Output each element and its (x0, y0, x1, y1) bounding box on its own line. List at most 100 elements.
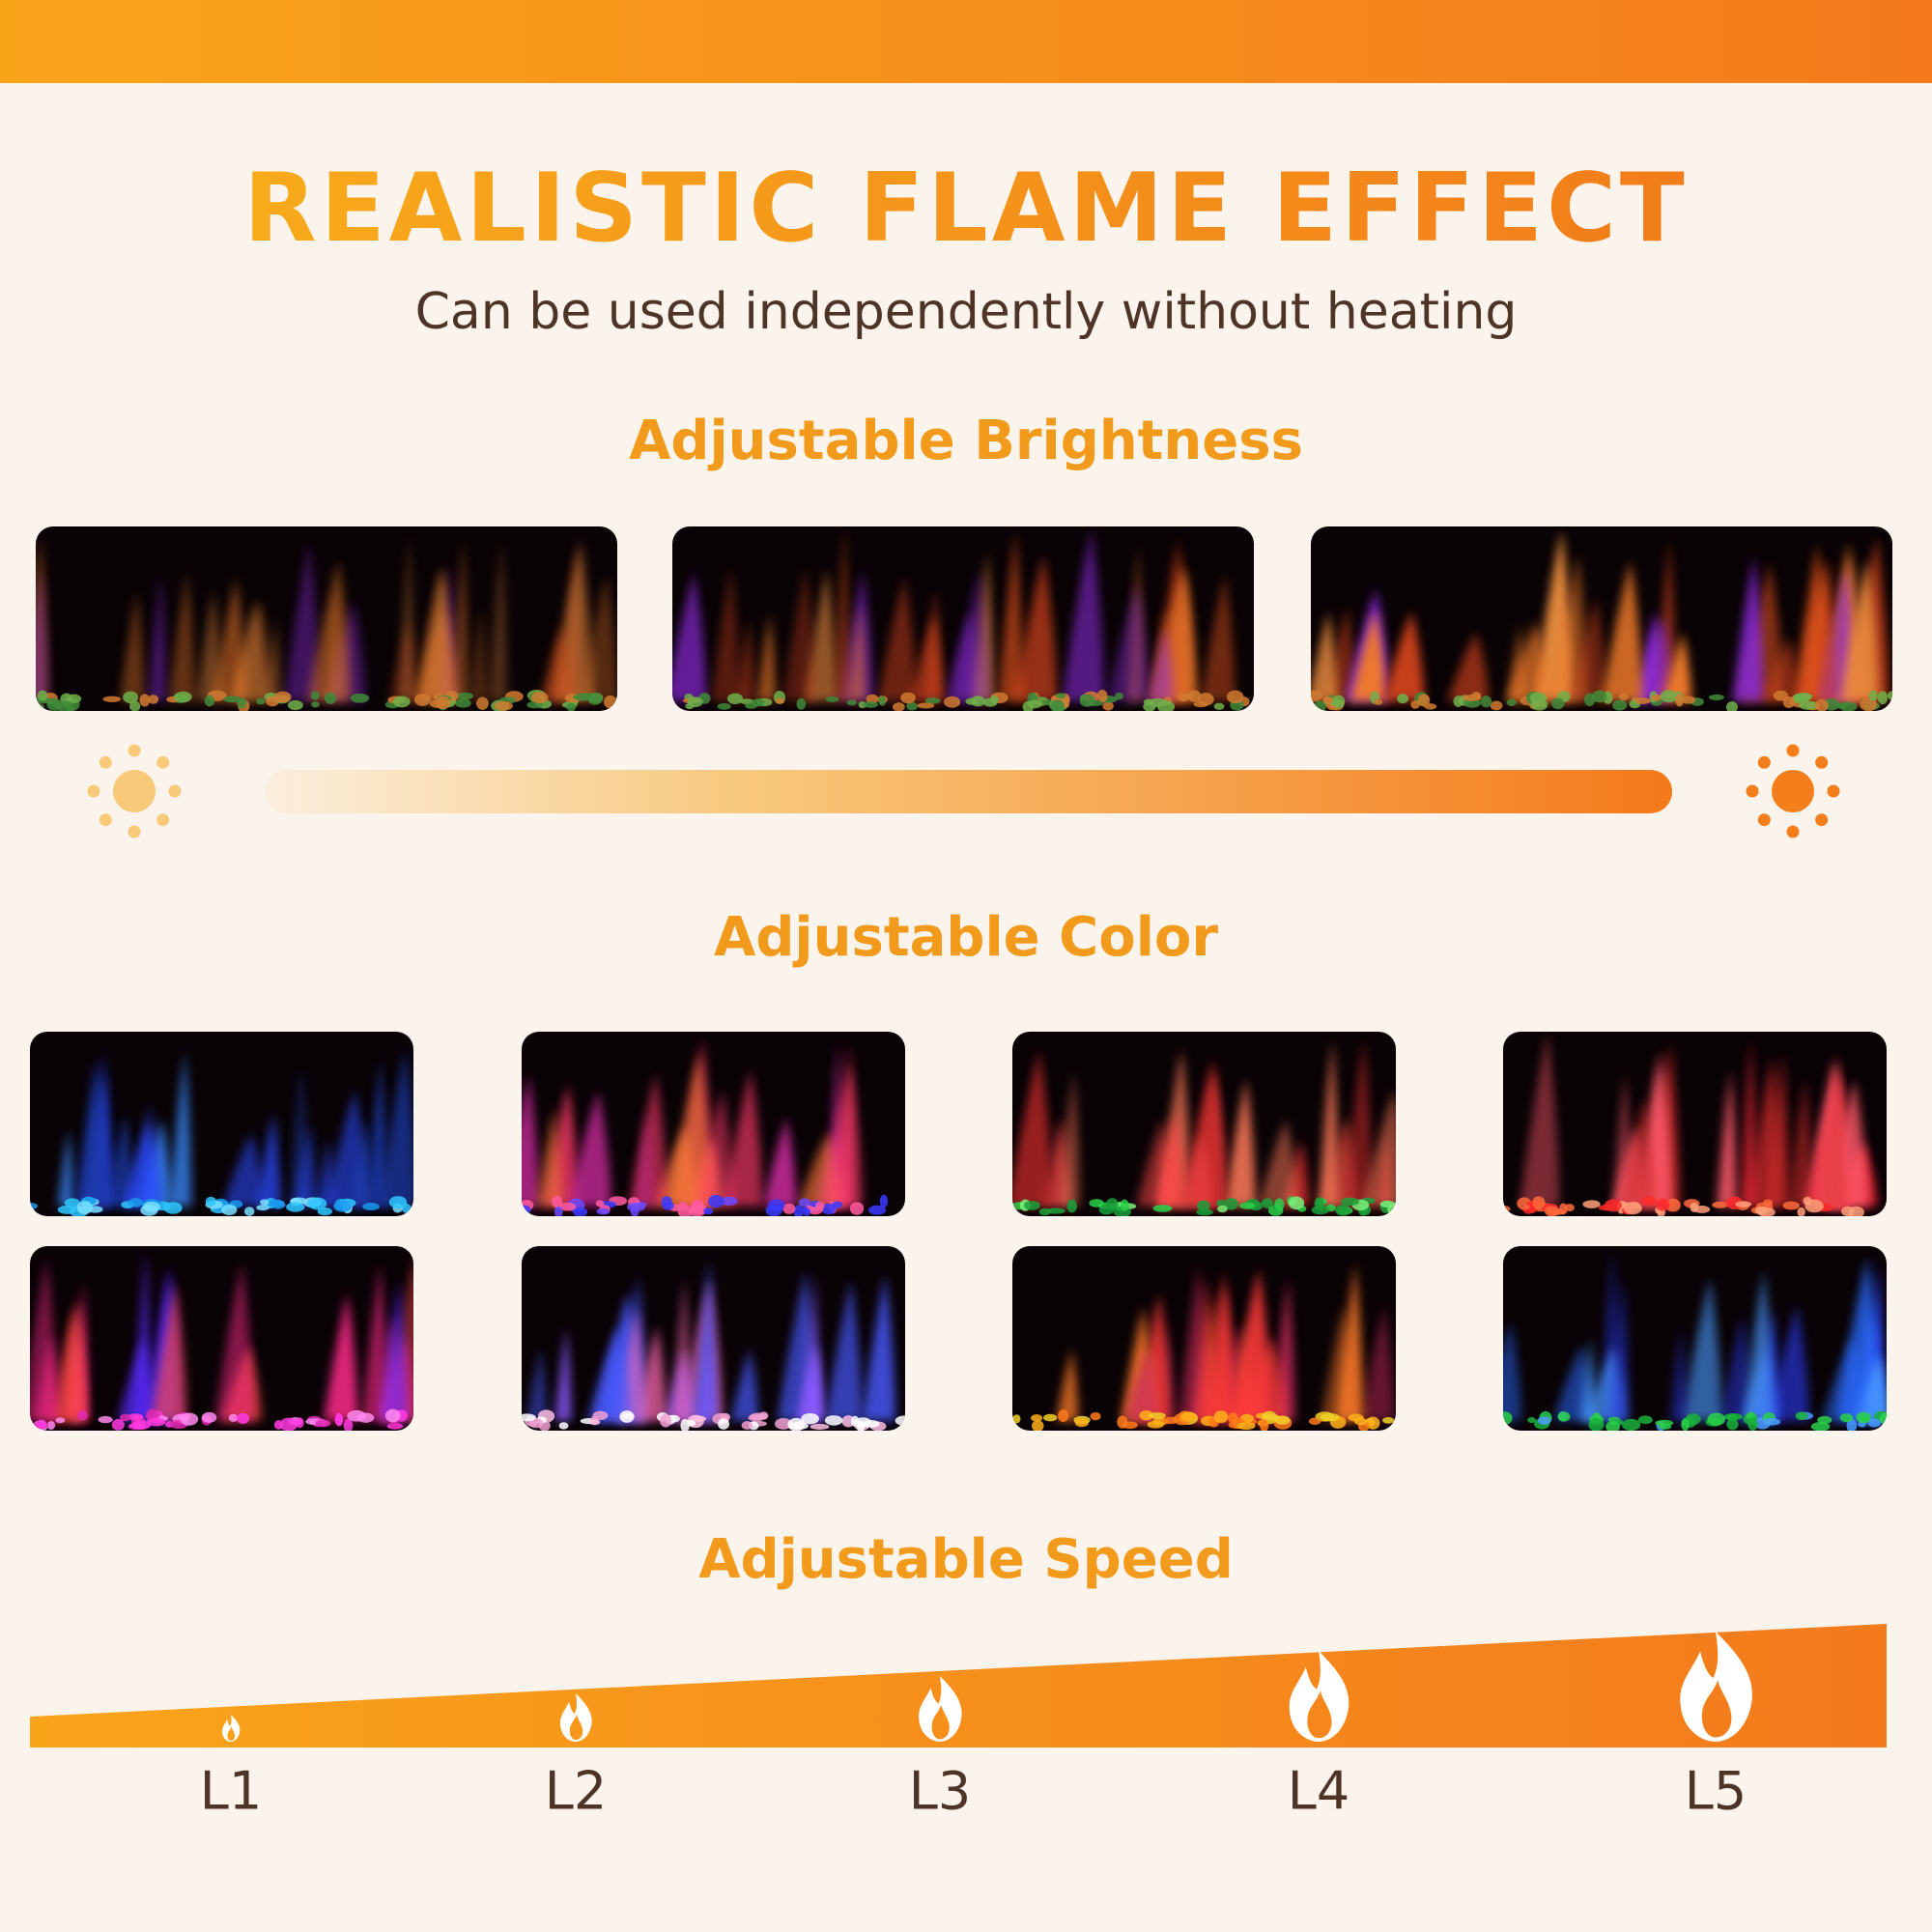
pebble (311, 701, 320, 708)
flame-icon (559, 1693, 592, 1742)
pebble (1621, 1418, 1641, 1431)
sun-ray (1786, 825, 1800, 838)
pebble (768, 1199, 785, 1211)
flame (1821, 1334, 1866, 1421)
pebble (315, 1419, 331, 1428)
pebble (1847, 1206, 1864, 1216)
pebble (821, 1203, 837, 1215)
flame (1318, 1038, 1339, 1207)
section-heading: Adjustable Brightness (629, 410, 1303, 472)
pebble (832, 1201, 842, 1208)
flame (862, 1273, 895, 1421)
pebble (1311, 1205, 1329, 1215)
pebble (1685, 1413, 1701, 1425)
pebble (1308, 1417, 1321, 1426)
sun-ray (99, 755, 112, 769)
flame (379, 1280, 408, 1421)
flame (1200, 573, 1236, 701)
pebble (815, 1201, 825, 1210)
pebble (1544, 1206, 1560, 1216)
flame (1311, 611, 1338, 701)
flame (351, 1118, 372, 1207)
pebble (1517, 1197, 1532, 1210)
pebble (924, 696, 941, 704)
pebble (1655, 1419, 1674, 1427)
pebble (128, 1198, 143, 1208)
sun-ray (128, 825, 141, 838)
pebble (1708, 694, 1724, 700)
pebble (1096, 689, 1108, 703)
flame-image (522, 1246, 905, 1431)
pebble (1417, 694, 1431, 707)
pebble (824, 1415, 843, 1426)
flame (256, 1112, 281, 1207)
pebble (46, 698, 64, 711)
sun-ray (156, 755, 170, 769)
pebble (1860, 697, 1878, 711)
flame (413, 610, 458, 701)
pebble (1712, 1201, 1728, 1208)
pebble (1681, 696, 1696, 704)
pebble (296, 1417, 304, 1429)
flame (1447, 632, 1489, 701)
pebble (793, 1205, 804, 1216)
pebble (717, 702, 731, 710)
flame-icon (1680, 1632, 1752, 1742)
flame (1743, 1269, 1774, 1421)
pebble (1725, 700, 1738, 711)
pebble (1681, 1418, 1690, 1431)
sun-ray (1815, 813, 1829, 827)
flame (1062, 527, 1104, 701)
flame (1382, 611, 1425, 701)
pebble (677, 1205, 693, 1216)
pebble (867, 1205, 887, 1215)
sun-ray (1815, 755, 1829, 769)
pebble (1557, 1411, 1571, 1422)
flame (196, 589, 221, 701)
pebble (846, 699, 857, 706)
flame-image (36, 526, 617, 711)
pebble (1379, 1200, 1396, 1208)
speed-bar (30, 1624, 1887, 1747)
flame (105, 1114, 134, 1207)
flame (168, 571, 195, 701)
pebble (129, 700, 141, 711)
speed-level-label: L3 (909, 1761, 971, 1822)
pebble (98, 1415, 113, 1424)
flame-image (1012, 1032, 1396, 1216)
pebble (782, 1203, 796, 1214)
flame (1740, 1038, 1756, 1207)
pebble (1224, 1198, 1238, 1210)
sun-ray (156, 813, 170, 827)
flame-image (1503, 1246, 1887, 1431)
flame (222, 1132, 265, 1207)
flame (833, 526, 850, 701)
pebble (1177, 693, 1190, 702)
pebble (204, 695, 215, 707)
pebble (228, 1413, 239, 1422)
flame (1350, 611, 1386, 701)
pebble (1050, 699, 1065, 711)
pebble (1814, 698, 1829, 711)
pebble (1105, 1198, 1119, 1210)
pebble (1147, 1420, 1164, 1429)
pebble (587, 693, 603, 705)
pebble (1656, 1198, 1670, 1211)
flame (120, 591, 145, 701)
pebble (236, 1412, 250, 1424)
pebble (1707, 1412, 1726, 1426)
pebble (307, 1197, 327, 1210)
pebble (688, 1206, 706, 1216)
flame (952, 568, 990, 701)
pebble (1027, 699, 1042, 709)
flame (1839, 558, 1879, 701)
pebble (1480, 696, 1492, 708)
pebble (758, 1411, 769, 1420)
flame (1336, 1263, 1364, 1421)
pebble (1817, 1415, 1833, 1424)
flame (1669, 1326, 1688, 1421)
sun-ray (1786, 744, 1800, 757)
pebble (393, 696, 411, 708)
pebble (140, 1205, 158, 1216)
pebble (128, 1413, 144, 1421)
